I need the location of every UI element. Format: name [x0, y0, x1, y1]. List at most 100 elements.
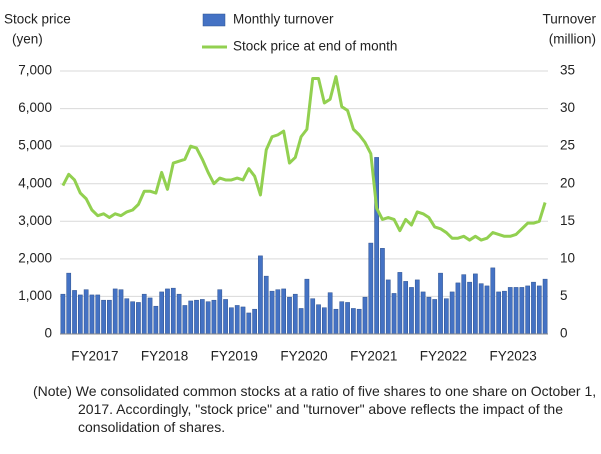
bar [229, 307, 234, 335]
y-tick-label: 0 [44, 326, 52, 341]
bar [397, 272, 403, 335]
bar [246, 312, 252, 335]
y-tick-label: 7,000 [18, 63, 52, 78]
bar [147, 297, 153, 335]
bar [519, 287, 525, 335]
bar [420, 291, 426, 335]
bar [83, 289, 89, 335]
bar [194, 299, 199, 335]
bar [287, 296, 292, 335]
bar [159, 291, 165, 335]
y-tick-label: 2,000 [18, 250, 52, 265]
bar [513, 287, 519, 335]
line [61, 75, 547, 242]
y2-tick-label: 25 [560, 138, 575, 153]
bar [542, 278, 548, 335]
y-tick-label: 3,000 [18, 213, 52, 228]
bar [316, 304, 321, 335]
bar [461, 274, 467, 335]
bar [170, 287, 176, 335]
bar [217, 289, 223, 335]
y2-tick-label: 15 [560, 213, 575, 228]
y2-tick-label: 35 [560, 63, 575, 78]
bar [281, 288, 287, 335]
note: (Note) We consolidated common stocks at … [33, 383, 597, 435]
bar [327, 292, 333, 335]
x-tick-label: FY2018 [141, 349, 188, 364]
bar [211, 299, 217, 335]
bar [333, 308, 339, 335]
bar [263, 275, 269, 335]
y-tick-label: 1,000 [18, 288, 52, 303]
bar [130, 301, 135, 335]
bar [60, 293, 66, 335]
bar [188, 300, 194, 335]
bar [414, 279, 420, 335]
y-tick-label: 6,000 [18, 100, 52, 115]
bar [403, 281, 409, 335]
bar [89, 294, 95, 335]
bar [275, 289, 281, 335]
bar [234, 305, 240, 335]
bar [536, 285, 542, 335]
bar [182, 305, 188, 335]
y2-axis-label: Turnover [542, 12, 596, 27]
bar [66, 272, 72, 335]
bar [351, 308, 356, 335]
bar [223, 299, 228, 335]
bar [362, 296, 368, 335]
y2-tick-label: 30 [560, 100, 575, 115]
x-tick-label: FY2019 [211, 349, 258, 364]
bar [531, 281, 536, 335]
bar [380, 248, 385, 335]
y-tick-label: 4,000 [18, 175, 52, 190]
bar [298, 308, 304, 335]
bar [455, 282, 461, 335]
bar [77, 294, 83, 335]
bar [339, 301, 345, 335]
y2-axis-label: (million) [549, 32, 596, 47]
bar [502, 290, 507, 335]
bar [240, 306, 246, 335]
bar [258, 255, 263, 335]
x-tick-label: FY2021 [350, 349, 397, 364]
bar [310, 298, 316, 335]
y2-tick-label: 10 [560, 250, 575, 265]
bar [490, 267, 496, 335]
bar [176, 293, 182, 335]
bar [473, 273, 478, 335]
bar [484, 285, 490, 335]
bar [304, 278, 310, 335]
y-axis-label: Stock price [4, 12, 71, 27]
y2-tick-label: 0 [560, 326, 568, 341]
bar [391, 293, 397, 335]
bar [496, 291, 501, 335]
bar [467, 281, 472, 335]
bar [252, 308, 257, 335]
y-axis-label: (yen) [12, 32, 43, 47]
bar [95, 294, 101, 335]
y2-tick-label: 5 [560, 288, 568, 303]
legend-label: Monthly turnover [233, 12, 334, 27]
legend-label: Stock price at end of month [233, 39, 397, 54]
bar [432, 299, 438, 335]
bar [292, 293, 298, 335]
bar [141, 293, 147, 335]
bar [269, 290, 275, 335]
bar [385, 279, 391, 335]
bar [136, 302, 141, 335]
y2-tick-label: 20 [560, 175, 575, 190]
bar [101, 299, 106, 335]
bar [321, 307, 327, 335]
bar [449, 291, 455, 335]
bar [368, 242, 374, 335]
x-tick-label: FY2022 [420, 349, 467, 364]
x-tick-label: FY2020 [280, 349, 327, 364]
bar [525, 285, 531, 335]
bar [356, 308, 362, 335]
bar [345, 302, 350, 335]
x-tick-label: FY2017 [71, 349, 118, 364]
bar [409, 287, 414, 335]
bar [153, 305, 159, 335]
